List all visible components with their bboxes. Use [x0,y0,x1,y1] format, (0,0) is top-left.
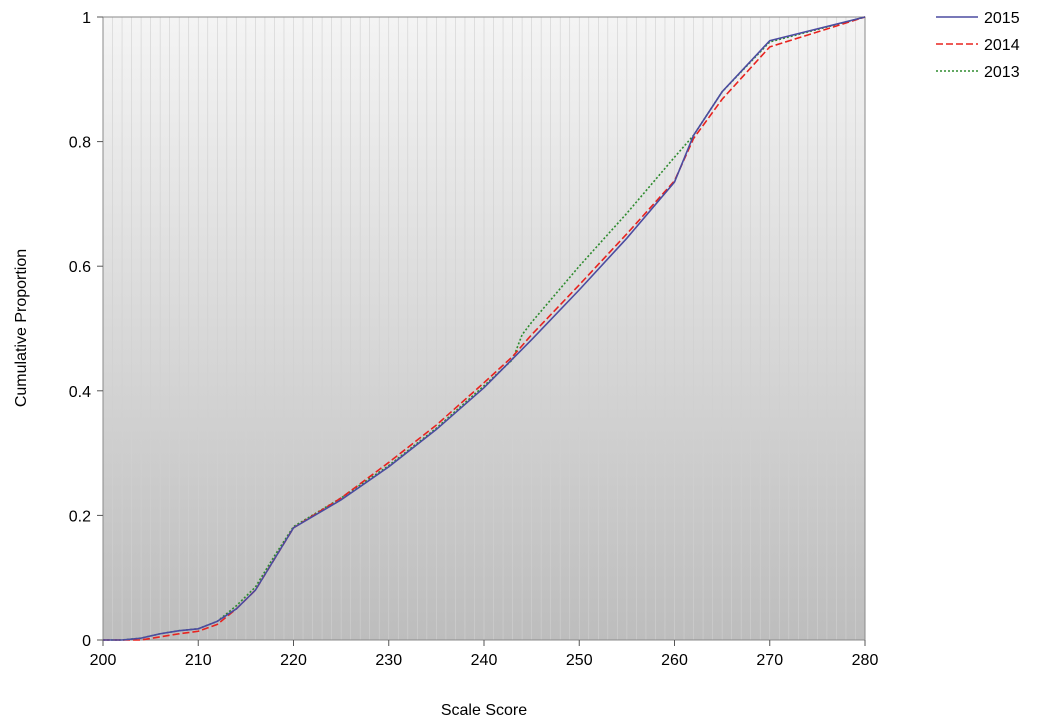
y-tick-label: 0.2 [69,508,91,525]
legend-label-2013: 2013 [984,64,1020,81]
x-tick-label: 200 [90,652,117,669]
legend-label-2014: 2014 [984,37,1020,54]
x-tick-label: 230 [375,652,402,669]
x-tick-label: 260 [661,652,688,669]
y-tick-label: 0.4 [69,384,91,401]
y-tick-label: 0.8 [69,135,91,152]
x-tick-label: 270 [756,652,783,669]
x-tick-label: 220 [280,652,307,669]
y-tick-label: 0.6 [69,259,91,276]
x-axis-title: Scale Score [441,702,527,719]
y-tick-label: 1 [82,10,91,27]
y-tick-label: 0 [82,633,91,650]
legend-label-2015: 2015 [984,10,1020,27]
x-tick-label: 250 [566,652,593,669]
vertical-gridlines [112,17,856,640]
y-axis-title: Cumulative Proportion [13,249,30,407]
legend: 2015 2014 2013 [936,10,1020,81]
series-line-2015 [103,16,866,641]
x-tick-label: 240 [471,652,498,669]
x-tick-label: 280 [852,652,879,669]
series-lines [103,16,866,641]
x-tick-label: 210 [185,652,212,669]
axis-ticks: 200 210 220 230 240 250 260 270 280 0 0.2 0.4 0.6 0.8… [69,10,879,669]
